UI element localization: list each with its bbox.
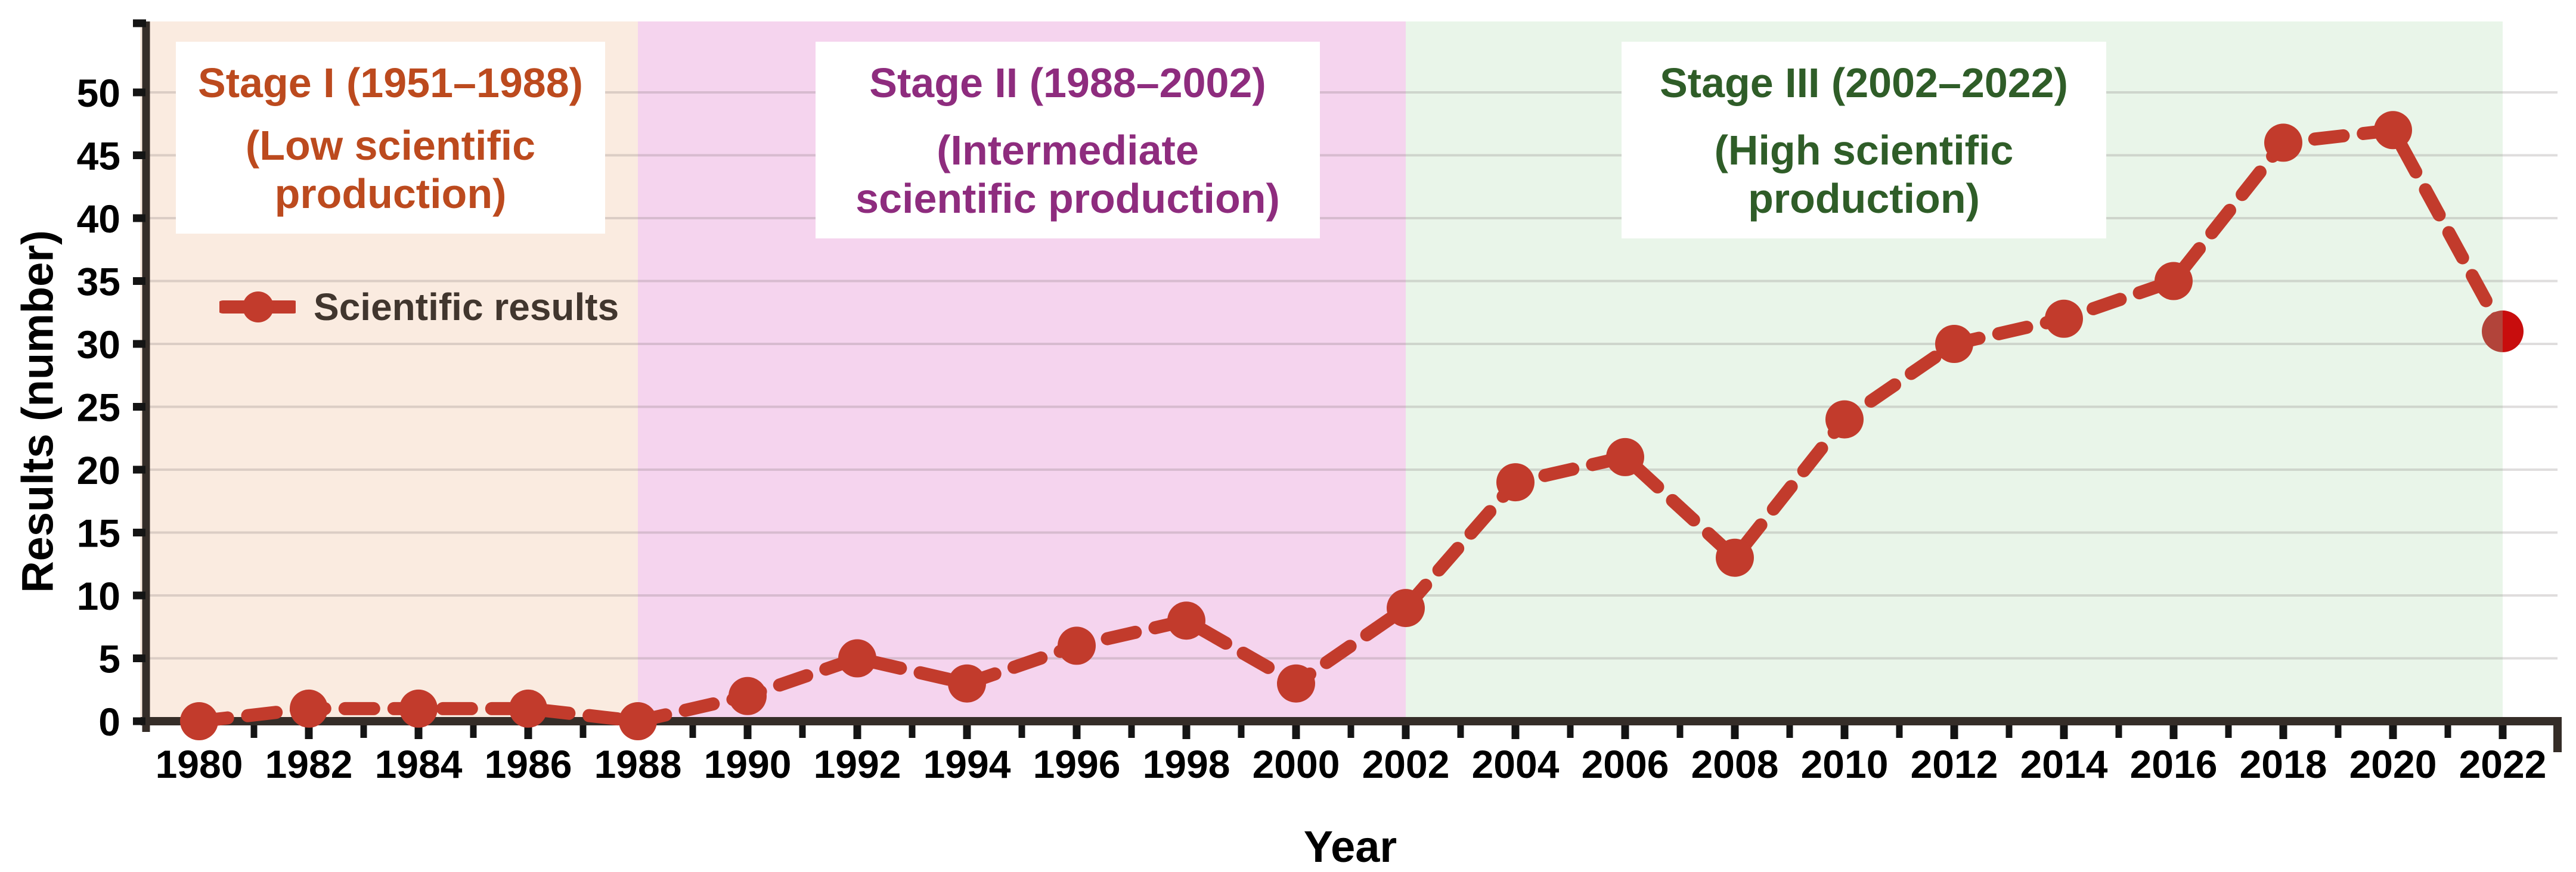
- x-tick-label: 1990: [704, 742, 792, 786]
- data-point-marker: [2374, 111, 2412, 150]
- legend-line-marker-icon: [219, 291, 296, 322]
- y-tick-label: 0: [98, 700, 120, 744]
- stage-annotation-2: Stage II (1988–2002) (Intermediate scien…: [816, 42, 1320, 238]
- series-line: [193, 123, 2509, 728]
- data-point-marker: [1935, 325, 1973, 363]
- y-tick-label: 20: [77, 448, 120, 492]
- stage-2-title: Stage II (1988–2002): [869, 60, 1266, 106]
- data-point-marker: [2045, 299, 2083, 338]
- data-point-marker: [2155, 262, 2193, 300]
- x-tick-label: 1998: [1143, 742, 1230, 786]
- y-tick-label: 5: [98, 637, 120, 681]
- data-point-marker: [1387, 589, 1425, 628]
- data-point-marker: [729, 677, 767, 715]
- stage-annotation-1: Stage I (1951–1988) (Low scientific prod…: [176, 42, 605, 234]
- x-tick-label: 2008: [1691, 742, 1779, 786]
- x-tick-label: 1980: [156, 742, 243, 786]
- x-tick-label: 1994: [923, 742, 1011, 786]
- data-point-marker: [1496, 463, 1535, 502]
- x-tick-label: 2010: [1801, 742, 1889, 786]
- y-tick-label: 50: [77, 71, 120, 115]
- x-tick-label: 2022: [2459, 742, 2547, 786]
- data-point-marker: [1277, 664, 1315, 703]
- legend: Scientific results: [219, 279, 619, 335]
- x-tick-label: 1984: [375, 742, 463, 786]
- y-tick-label: 40: [77, 197, 120, 241]
- x-tick-label: 2018: [2240, 742, 2327, 786]
- x-tick-label: 1996: [1033, 742, 1121, 786]
- y-axis-title: Results (number): [13, 230, 63, 593]
- stage-annotation-3: Stage III (2002–2022) (High scientific p…: [1622, 42, 2106, 238]
- x-tick-label: 2000: [1253, 742, 1340, 786]
- data-point-marker: [1716, 538, 1754, 577]
- x-tick-label: 1988: [594, 742, 682, 786]
- data-point-marker: [2264, 123, 2302, 162]
- stage-2-subtitle: (Intermediate scientific production): [855, 126, 1280, 222]
- data-point-marker: [1825, 400, 1864, 439]
- data-point-marker: [399, 689, 438, 728]
- stage-1-subtitle: (Low scientific production): [245, 122, 536, 217]
- x-tick-label: 2016: [2130, 742, 2218, 786]
- data-point-marker: [509, 689, 547, 728]
- y-tick-label: 15: [77, 511, 120, 556]
- data-point-marker: [290, 689, 328, 728]
- x-tick-label: 1982: [265, 742, 353, 786]
- stage-3-title: Stage III (2002–2022): [1660, 60, 2068, 106]
- stage-3-subtitle: (High scientific production): [1714, 126, 2014, 222]
- x-tick-label: 2020: [2349, 742, 2437, 786]
- data-point-marker: [1058, 626, 1096, 665]
- data-point-marker: [1606, 437, 1644, 476]
- data-point-marker: [2482, 310, 2524, 352]
- x-tick-label: 1992: [814, 742, 901, 786]
- data-point-marker: [180, 702, 218, 740]
- y-tick-label: 25: [77, 386, 120, 430]
- x-tick-label: 2006: [1582, 742, 1669, 786]
- x-tick-label: 2012: [1911, 742, 1998, 786]
- legend-label: Scientific results: [314, 286, 619, 328]
- y-tick-label: 35: [77, 260, 120, 304]
- x-tick-label: 1986: [485, 742, 572, 786]
- data-point-marker: [948, 664, 986, 703]
- data-point-marker: [1167, 601, 1205, 640]
- x-tick-label: 2004: [1472, 742, 1560, 786]
- x-tick-label: 2014: [2020, 742, 2108, 786]
- stage-1-title: Stage I (1951–1988): [198, 60, 583, 106]
- data-point-marker: [619, 702, 657, 740]
- x-tick-label: 2002: [1362, 742, 1450, 786]
- x-axis-title: Year: [1303, 822, 1397, 871]
- y-tick-label: 10: [77, 574, 120, 618]
- y-tick-label: 45: [77, 134, 120, 178]
- y-tick-label: 30: [77, 322, 120, 367]
- data-point-marker: [838, 639, 876, 678]
